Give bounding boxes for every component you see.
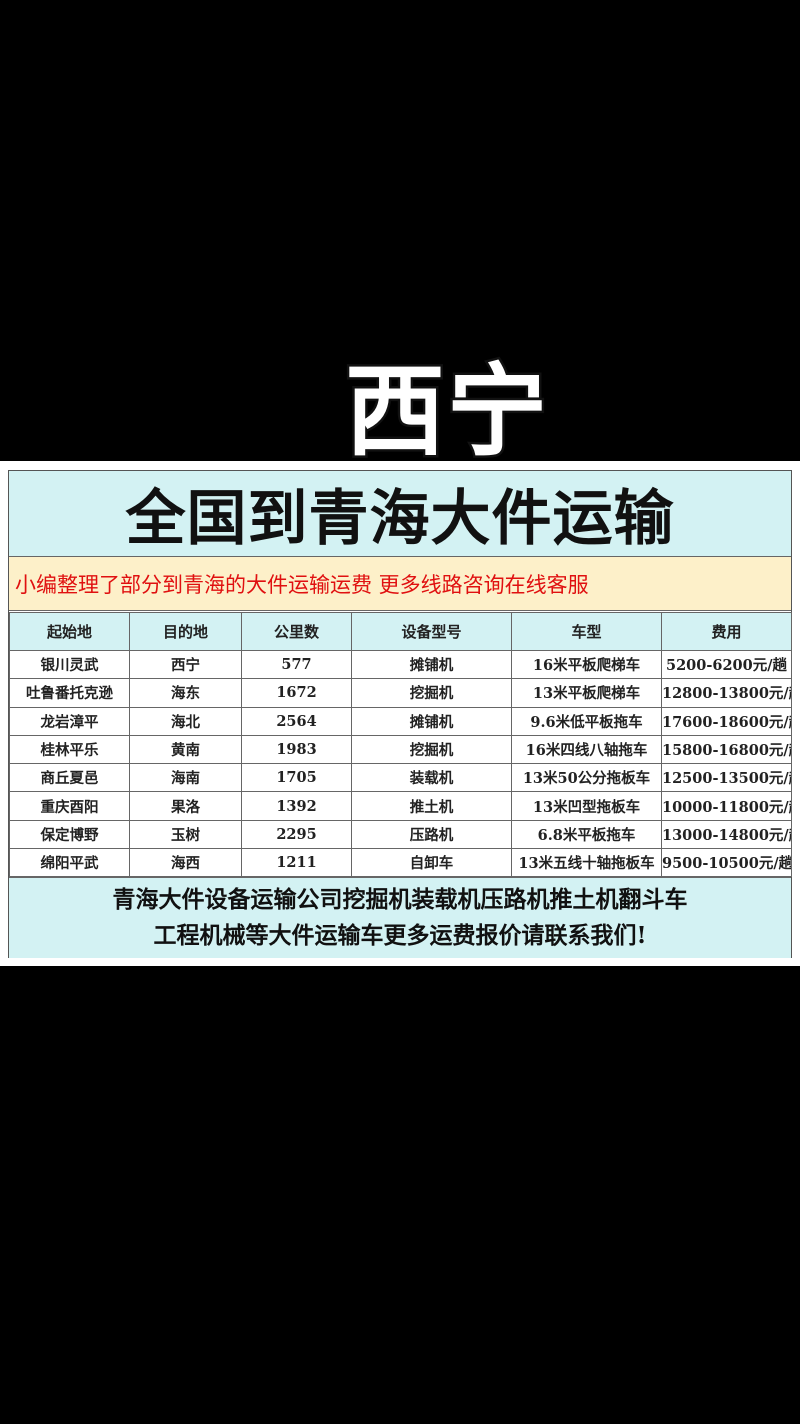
table-cell: 装载机 <box>351 763 512 793</box>
column-header: 公里数 <box>241 612 352 651</box>
price-sheet: 全国到青海大件运输 小编整理了部分到青海的大件运输运费 更多线路咨询在线客服 起… <box>8 470 792 958</box>
table-cell: 12800-13800元/趟 <box>661 678 792 708</box>
table-cell: 16米平板爬梯车 <box>511 649 662 680</box>
table-cell: 2564 <box>241 706 352 736</box>
table-cell: 挖掘机 <box>351 734 512 765</box>
table-cell: 15800-16800元/趟 <box>661 734 792 765</box>
table-cell: 海东 <box>129 678 242 708</box>
table-cell: 13000-14800元/趟 <box>661 819 792 850</box>
table-cell: 17600-18600元/趟 <box>661 706 792 736</box>
table-cell: 龙岩漳平 <box>9 706 130 736</box>
table-cell: 9500-10500元/趟 <box>661 848 792 878</box>
footer-line-1: 青海大件设备运输公司挖掘机装载机压路机推土机翻斗车 <box>112 886 688 913</box>
table-cell: 2295 <box>241 819 352 850</box>
table-cell: 13米平板爬梯车 <box>511 678 662 708</box>
table-cell: 13米凹型拖板车 <box>511 791 662 821</box>
table-cell: 13米50公分拖板车 <box>511 763 662 793</box>
table-cell: 1211 <box>241 848 352 878</box>
table-cell: 1672 <box>241 678 352 708</box>
table-row: 桂林平乐 黄南 1983 挖掘机 16米四线八轴拖车 15800-16800元/趟 <box>9 734 792 765</box>
table-cell: 自卸车 <box>351 848 512 878</box>
table-cell: 玉树 <box>129 819 242 850</box>
table-cell: 摊铺机 <box>351 649 512 680</box>
table-row: 绵阳平武 海西 1211 自卸车 13米五线十轴拖板车 9500-10500元/趟 <box>9 848 792 878</box>
footer-banner: 青海大件设备运输公司挖掘机装载机压路机推土机翻斗车 工程机械等大件运输车更多运费… <box>9 877 791 958</box>
table-cell: 13米五线十轴拖板车 <box>511 848 662 878</box>
table-cell: 海西 <box>129 848 242 878</box>
table-cell: 5200-6200元/趟 <box>661 649 792 680</box>
column-header: 目的地 <box>129 612 242 651</box>
city-heading: 西宁 <box>343 353 550 470</box>
table-cell: 1705 <box>241 763 352 793</box>
table-cell: 1392 <box>241 791 352 821</box>
table-cell: 果洛 <box>129 791 242 821</box>
table-cell: 推土机 <box>351 791 512 821</box>
table-cell: 9.6米低平板拖车 <box>511 706 662 736</box>
price-table: 起始地 目的地 公里数 设备型号 车型 费用 银川灵武 西宁 577 摊铺机 16米平板爬梯车 52… <box>9 612 792 878</box>
table-cell: 商丘夏邑 <box>9 763 130 793</box>
table-row: 银川灵武 西宁 577 摊铺机 16米平板爬梯车 5200-6200元/趟 <box>9 649 792 680</box>
table-cell: 12500-13500元/趟 <box>661 763 792 793</box>
table-cell: 海北 <box>129 706 242 736</box>
table-header-row: 起始地 目的地 公里数 设备型号 车型 费用 <box>9 612 792 651</box>
main-title: 全国到青海大件运输 <box>9 471 791 557</box>
table-row: 龙岩漳平 海北 2564 摊铺机 9.6米低平板拖车 17600-18600元/趟 <box>9 706 792 736</box>
subtitle: 小编整理了部分到青海的大件运输运费 更多线路咨询在线客服 <box>9 557 791 611</box>
column-header: 车型 <box>511 612 662 651</box>
table-cell: 压路机 <box>351 819 512 850</box>
table-cell: 577 <box>241 649 352 680</box>
table-cell: 吐鲁番托克逊 <box>9 678 130 708</box>
column-header: 费用 <box>661 612 792 651</box>
table-cell: 1983 <box>241 734 352 765</box>
column-header: 起始地 <box>9 612 130 651</box>
table-cell: 挖掘机 <box>351 678 512 708</box>
table-cell: 保定博野 <box>9 819 130 850</box>
table-cell: 重庆酉阳 <box>9 791 130 821</box>
table-row: 吐鲁番托克逊 海东 1672 挖掘机 13米平板爬梯车 12800-13800元/趟 <box>9 678 792 708</box>
footer-line-2: 工程机械等大件运输车更多运费报价请联系我们! <box>153 922 647 949</box>
table-cell: 银川灵武 <box>9 649 130 680</box>
table-row: 商丘夏邑 海南 1705 装载机 13米50公分拖板车 12500-13500元/趟 <box>9 763 792 793</box>
table-row: 保定博野 玉树 2295 压路机 6.8米平板拖车 13000-14800元/趟 <box>9 819 792 850</box>
table-cell: 黄南 <box>129 734 242 765</box>
table-cell: 16米四线八轴拖车 <box>511 734 662 765</box>
table-cell: 西宁 <box>129 649 242 680</box>
table-cell: 10000-11800元/趟 <box>661 791 792 821</box>
column-header: 设备型号 <box>351 612 512 651</box>
table-cell: 桂林平乐 <box>9 734 130 765</box>
table-row: 重庆酉阳 果洛 1392 推土机 13米凹型拖板车 10000-11800元/趟 <box>9 791 792 821</box>
table-cell: 绵阳平武 <box>9 848 130 878</box>
table-cell: 6.8米平板拖车 <box>511 819 662 850</box>
table-cell: 海南 <box>129 763 242 793</box>
table-cell: 摊铺机 <box>351 706 512 736</box>
